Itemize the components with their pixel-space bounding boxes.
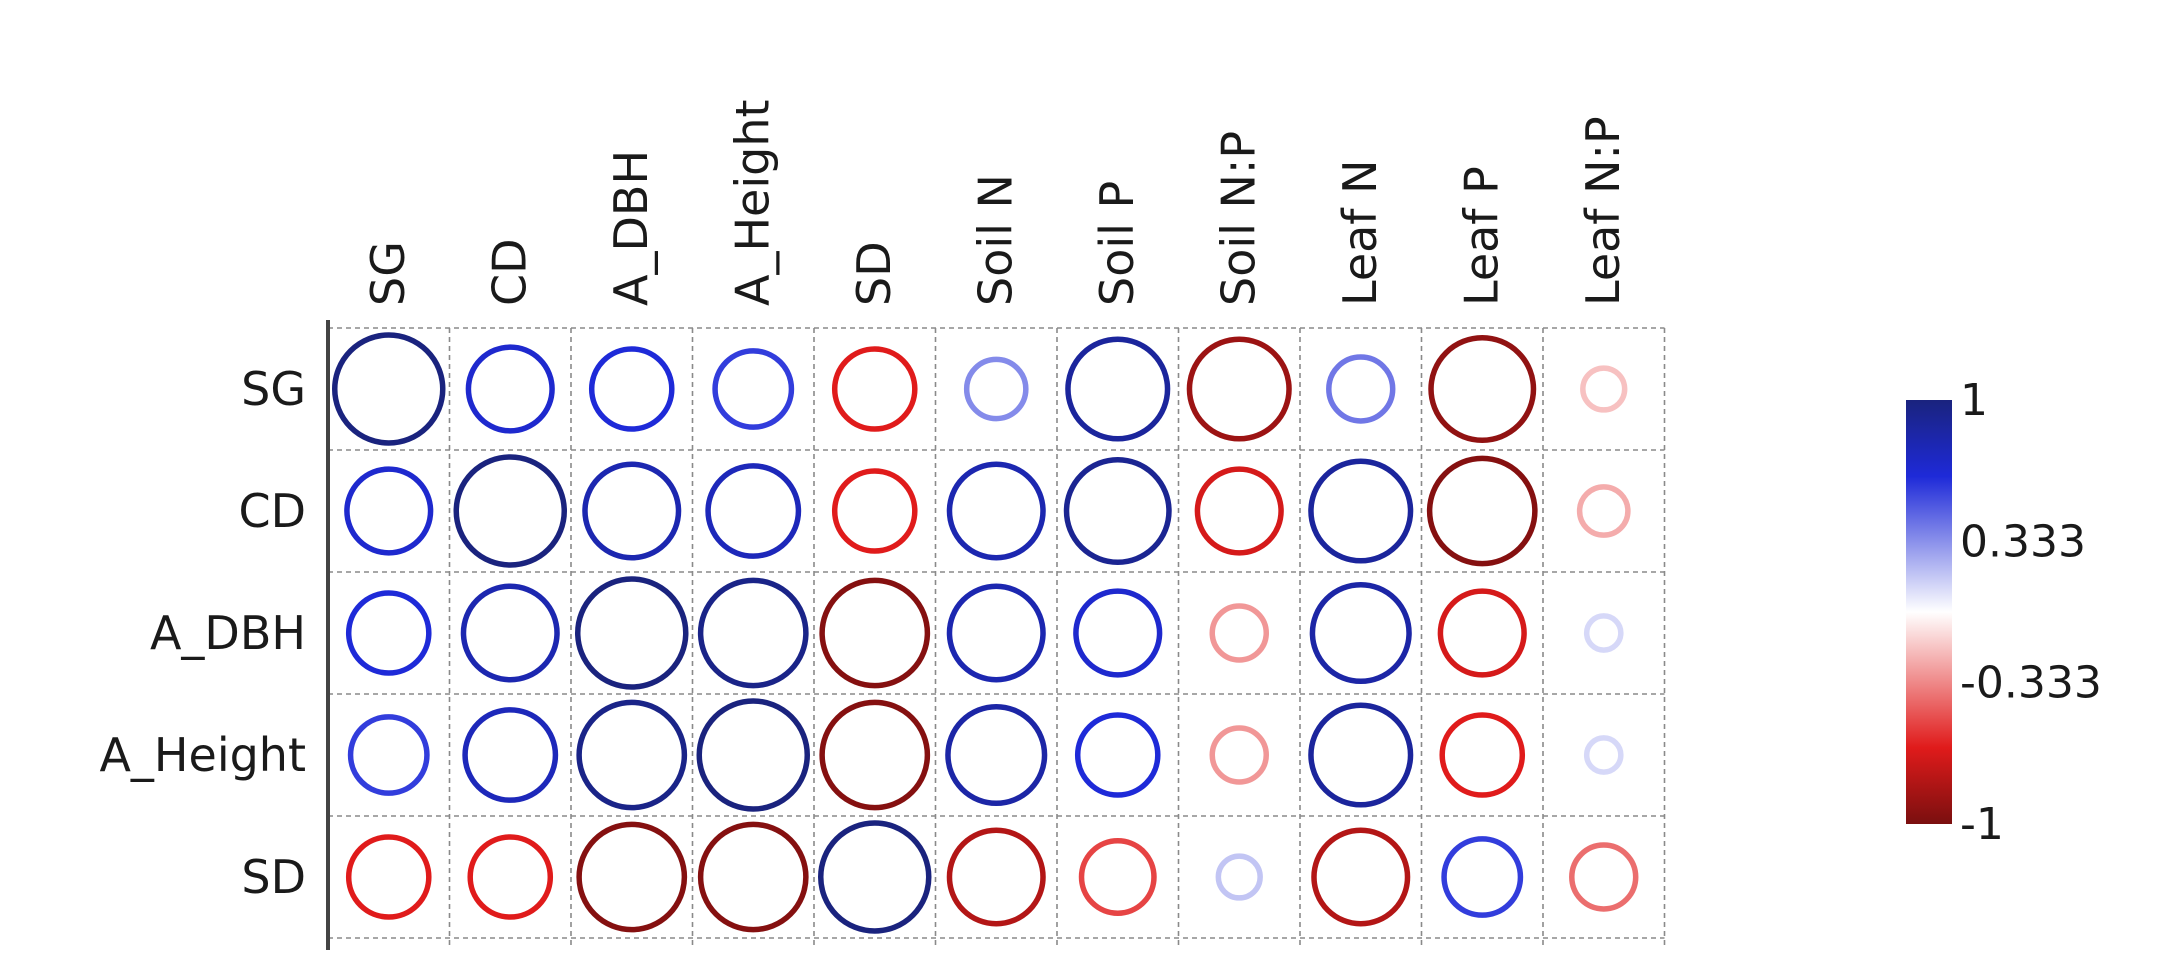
color-scale-tick-label: 1 <box>1960 375 1988 426</box>
corr-circle-a-dbh-soil-n <box>946 583 1046 683</box>
corr-circle-cd-sg <box>344 466 434 556</box>
column-label-soil-n: Soil N <box>968 174 1022 306</box>
color-scale-legend: 1 0.333 -0.333 -1 <box>1906 375 2102 850</box>
corr-circle-cd-leaf-n <box>1308 458 1414 564</box>
color-scale-bar <box>1906 400 1952 824</box>
corr-circle-sg-a-height <box>712 348 795 430</box>
corr-circle-a-height-soil-p <box>1074 712 1161 798</box>
row-labels: SG CD A_DBH A_Height SD <box>99 362 306 904</box>
corr-circle-cd-leaf-n-p <box>1576 484 1631 538</box>
corr-circle-sg-soil-p <box>1065 336 1171 442</box>
row-label-a-dbh: A_DBH <box>150 606 306 660</box>
row-label-a-height: A_Height <box>99 728 306 782</box>
corr-circle-a-dbh-leaf-p <box>1437 588 1527 678</box>
column-label-sd: SD <box>847 241 901 306</box>
corr-circle-cd-soil-n-p <box>1194 466 1284 556</box>
corr-circle-a-height-leaf-p <box>1439 712 1526 798</box>
corr-circle-a-dbh-soil-n-p <box>1209 603 1269 663</box>
color-scale-tick-label: 0.333 <box>1960 516 2086 567</box>
corr-circle-a-height-leaf-n-p <box>1583 735 1624 775</box>
corr-circle-sg-a-dbh <box>588 346 675 432</box>
corr-circle-a-height-cd <box>462 707 559 803</box>
column-label-leaf-n-p: Leaf N:P <box>1576 116 1630 306</box>
corr-circle-a-dbh-cd <box>460 583 560 683</box>
corr-circle-a-height-a-dbh <box>576 699 688 811</box>
column-label-cd: CD <box>482 238 536 306</box>
corr-circle-cd-soil-p <box>1063 457 1172 565</box>
color-scale-tick-label: -0.333 <box>1960 658 2102 709</box>
column-label-soil-n-p: Soil N:P <box>1211 131 1265 306</box>
corr-circle-sd-soil-n <box>946 827 1046 927</box>
corr-circle-a-dbh-leaf-n-p <box>1583 613 1624 653</box>
corr-circle-a-height-soil-n-p <box>1209 725 1269 785</box>
corr-circle-a-dbh-leaf-n <box>1309 581 1412 685</box>
row-label-sd: SD <box>241 850 306 904</box>
corr-circle-a-height-leaf-n <box>1308 702 1414 808</box>
corr-circle-a-height-a-height <box>696 698 810 812</box>
corr-circle-sd-cd <box>467 834 554 920</box>
corr-circle-a-height-sg <box>347 714 430 796</box>
corr-circle-a-dbh-a-height <box>697 577 809 689</box>
corr-circle-sg-cd <box>465 344 555 434</box>
corr-circle-sg-sg <box>332 332 446 446</box>
column-labels: SG CD A_DBH A_Height SD Soil N Soil P Soil N:P L… <box>361 99 1630 306</box>
corr-circle-sg-leaf-n-p <box>1580 365 1628 413</box>
row-label-cd: CD <box>238 484 306 538</box>
corr-circle-sd-soil-p <box>1078 838 1157 916</box>
corr-circle-sd-soil-n-p <box>1215 853 1263 901</box>
corr-circle-sg-soil-n <box>963 356 1029 422</box>
corr-circle-sd-a-dbh <box>576 821 688 933</box>
correlation-circles <box>332 332 1639 934</box>
color-scale-tick-label: -1 <box>1960 799 2004 850</box>
corr-circle-sg-soil-n-p <box>1186 336 1292 442</box>
corr-circle-cd-soil-n <box>946 461 1046 561</box>
corr-circle-a-height-soil-n <box>945 703 1048 807</box>
column-label-sg: SG <box>361 241 415 306</box>
corr-circle-sg-sd <box>831 346 918 432</box>
corr-circle-a-dbh-sg <box>345 590 432 676</box>
corr-circle-sd-leaf-n <box>1311 827 1411 927</box>
corr-circle-a-dbh-a-dbh <box>575 576 689 690</box>
corr-circle-a-dbh-sd <box>819 577 931 689</box>
corr-circle-cd-sd <box>831 468 918 554</box>
row-label-sg: SG <box>241 362 306 416</box>
column-label-soil-p: Soil P <box>1090 181 1144 306</box>
corr-circle-sg-leaf-n <box>1326 354 1396 424</box>
corr-circle-cd-cd <box>453 454 567 568</box>
corr-circle-cd-leaf-p <box>1426 455 1538 567</box>
corr-circle-sd-a-height <box>697 821 809 933</box>
column-label-a-height: A_Height <box>725 99 779 306</box>
grid-lines <box>326 320 1666 950</box>
corr-circle-sd-leaf-p <box>1441 836 1524 918</box>
column-label-leaf-n: Leaf N <box>1333 159 1387 306</box>
corr-circle-cd-a-dbh <box>582 461 682 561</box>
corr-circle-sd-leaf-n-p <box>1569 842 1639 912</box>
corr-circle-sg-leaf-p <box>1428 335 1537 443</box>
column-label-a-dbh: A_DBH <box>604 150 658 306</box>
corr-circle-cd-a-height <box>705 463 802 559</box>
column-label-leaf-p: Leaf P <box>1454 166 1508 306</box>
corr-circle-a-dbh-soil-p <box>1073 588 1163 678</box>
corr-circle-sd-sd <box>818 820 932 934</box>
corr-circle-a-height-sd <box>819 699 931 811</box>
corr-circle-sd-sg <box>345 834 432 920</box>
